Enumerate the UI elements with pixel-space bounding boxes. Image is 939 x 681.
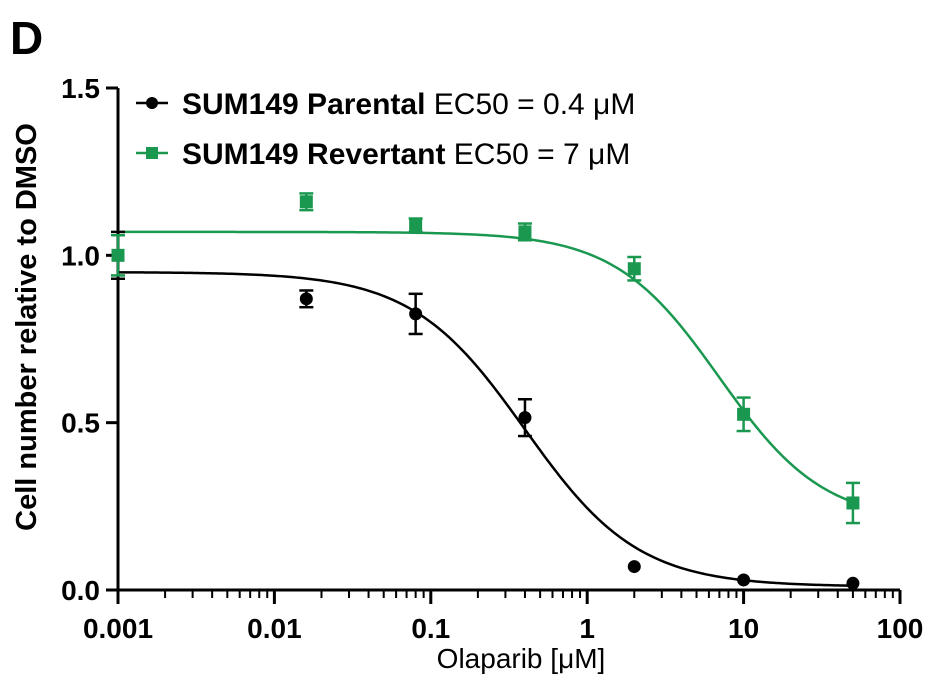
x-tick-label: 100: [877, 613, 924, 644]
data-point-square: [111, 248, 125, 262]
legend-series-name: SUM149 Parental: [182, 88, 434, 121]
data-point-square: [299, 195, 313, 209]
y-tick-label: 0.5: [61, 408, 100, 439]
data-point-square: [409, 218, 423, 232]
legend-label: SUM149 Parental EC50 = 0.4 μM: [182, 88, 635, 121]
legend-label: SUM149 Revertant EC50 = 7 μM: [182, 138, 630, 171]
data-point-circle: [737, 573, 751, 587]
panel-label: D: [10, 12, 43, 64]
y-tick-label: 1.0: [61, 240, 100, 271]
x-tick-label: 1: [579, 613, 595, 644]
data-point-circle: [518, 411, 532, 425]
data-point-square: [846, 496, 860, 510]
y-tick-label: 0.0: [61, 575, 100, 606]
legend-ec50: EC50 = 7 μM: [454, 138, 631, 171]
x-tick-label: 0.01: [247, 613, 302, 644]
data-point-circle: [409, 307, 423, 321]
legend-ec50: EC50 = 0.4 μM: [434, 88, 636, 121]
y-tick-label: 1.5: [61, 73, 100, 104]
legend-series-name: SUM149 Revertant: [182, 138, 454, 171]
x-tick-label: 0.001: [83, 613, 153, 644]
x-tick-label: 10: [728, 613, 759, 644]
axes: 0.0 0.5 1.0 1.5 0.001 0.01 0.1 1 10 100: [61, 73, 923, 644]
x-axis-title: Olaparib [μM]: [437, 643, 606, 674]
data-point-circle: [627, 560, 641, 574]
data-point-square: [518, 225, 532, 239]
legend-marker-circle: [146, 97, 158, 109]
data-point-circle: [846, 576, 860, 590]
y-axis-title: Cell number relative to DMSO: [11, 123, 43, 531]
data-point-square: [627, 262, 641, 276]
fit-curve: [117, 271, 853, 587]
fit-curve: [118, 230, 854, 504]
x-tick-label: 0.1: [411, 613, 450, 644]
legend: SUM149 Parental EC50 = 0.4 μM SUM149 Reve…: [136, 88, 635, 171]
legend-marker-square: [146, 147, 158, 159]
fit-curves: [117, 230, 854, 587]
data-point-circle: [299, 292, 313, 306]
data-points: [111, 192, 860, 590]
data-point-square: [737, 407, 751, 421]
